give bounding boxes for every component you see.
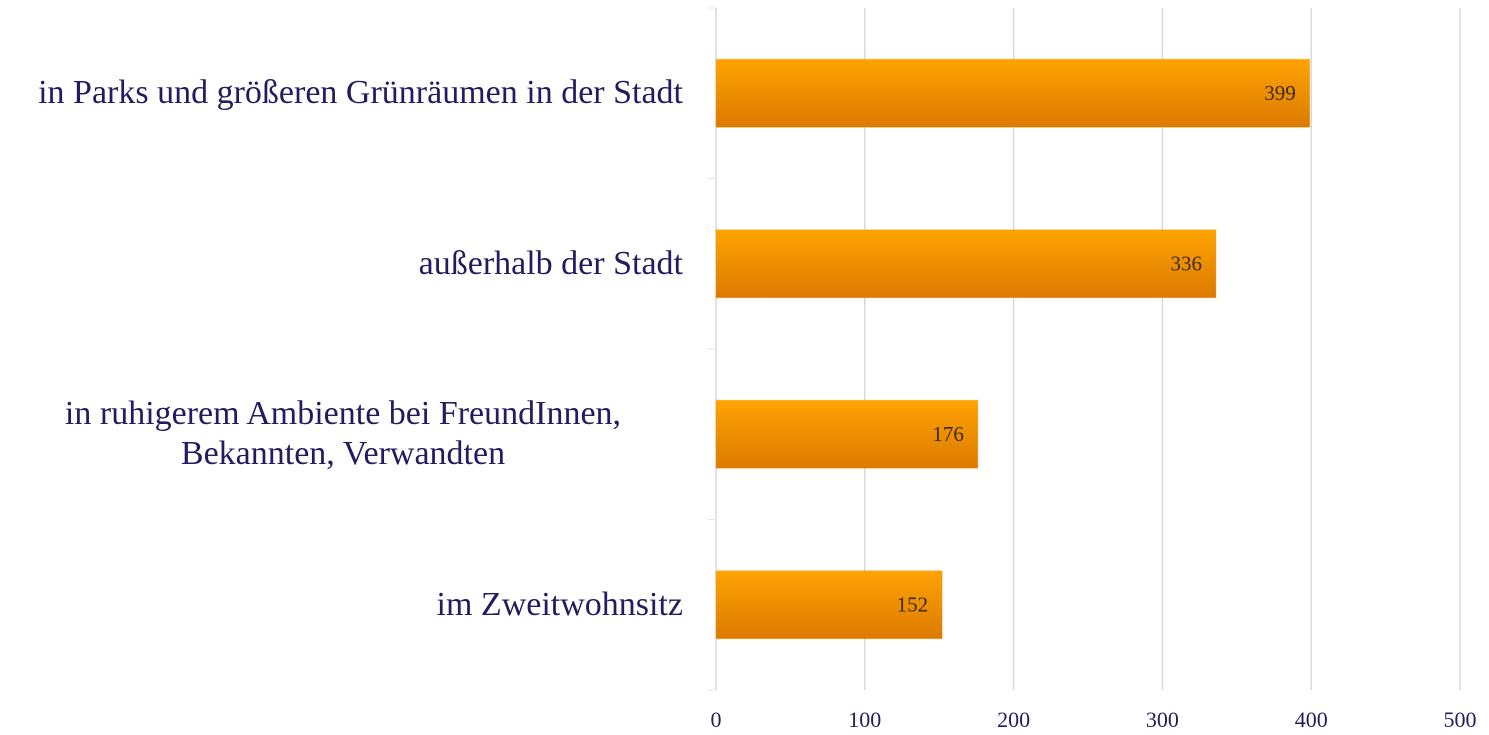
category-label: außerhalb der Stadt	[418, 244, 683, 282]
data-label: 399	[1264, 81, 1296, 105]
x-tick-label: 300	[1146, 707, 1179, 732]
x-tick-label: 500	[1444, 707, 1477, 732]
x-tick-label: 400	[1295, 707, 1328, 732]
category-label-box: in ruhigerem Ambiente bei FreundInnen, B…	[3, 394, 683, 474]
category-label-box: im Zweitwohnsitz	[3, 585, 683, 625]
category-label-box: in Parks und größeren Grünräumen in der …	[3, 73, 683, 113]
category-label-box: außerhalb der Stadt	[3, 244, 683, 284]
bar	[715, 399, 979, 469]
bar	[715, 570, 943, 640]
x-tick-label: 0	[711, 707, 722, 732]
x-tick-label: 200	[997, 707, 1030, 732]
category-label: in Parks und größeren Grünräumen in der …	[38, 74, 683, 112]
bar	[715, 229, 1217, 299]
data-label: 176	[932, 422, 964, 446]
x-tick-label: 100	[848, 707, 881, 732]
category-label: im Zweitwohnsitz	[436, 585, 683, 623]
category-label: in ruhigerem Ambiente bei FreundInnen, B…	[64, 395, 622, 473]
data-label: 152	[897, 593, 929, 617]
bar	[715, 58, 1311, 128]
data-label: 336	[1170, 252, 1202, 276]
